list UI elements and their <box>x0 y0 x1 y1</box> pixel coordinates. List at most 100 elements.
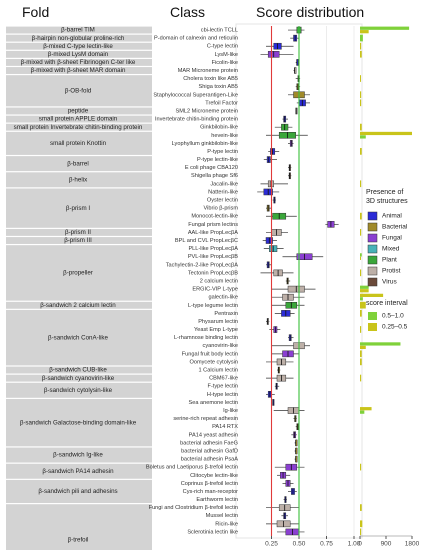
class-label: Shiga toxin AB5 <box>199 84 239 90</box>
score-bar <box>360 528 362 536</box>
class-label: Fungi and Clostridium β-trefoil lectin <box>149 505 238 511</box>
score-bar <box>360 99 362 107</box>
class-label: L-rhamnose binding lectin <box>174 335 238 341</box>
class-label: Invertebrate chitin-binding protein <box>155 117 238 123</box>
score-bar <box>360 131 412 136</box>
class-label: Oomycete cytolysin <box>190 359 239 365</box>
legend-swatch <box>367 244 378 254</box>
class-label: Fungal fruit body lectin <box>182 351 238 357</box>
x-tick-label: 0.50 <box>293 541 306 548</box>
class-label: bacterial adhesin GafD <box>181 448 238 454</box>
class-label: 1 Calcium lectin <box>199 368 238 374</box>
fold-box <box>6 398 152 447</box>
fold-label: β-sandwich CUB-like <box>49 367 107 374</box>
class-label: Monocot-lectin-like <box>191 214 238 220</box>
class-label: Oyster lectin <box>207 198 238 204</box>
class-label: Sea anemone lectin <box>189 400 238 406</box>
class-label: F-type lectin <box>208 384 238 390</box>
fold-label: β-barrel TIM <box>61 27 95 34</box>
class-label: serine-rich repeat adhesin <box>173 416 238 422</box>
fold-label: β-sandwich pili and adhesins <box>38 488 117 495</box>
class-label: Clitocybe lectin-like <box>190 473 238 479</box>
fold-box <box>6 228 152 236</box>
score-bar <box>360 123 362 131</box>
fold-label: β-mixed with β-sheet MAR domain <box>31 67 126 74</box>
fold-label: β-sandwich 2 calcium lectin <box>40 302 116 309</box>
fold-label: β-barrel <box>67 160 88 167</box>
x-tick-label: 0.25 <box>265 541 278 548</box>
legend-swatch <box>367 266 378 276</box>
legend-label: Virus <box>382 279 397 286</box>
score-bar <box>360 358 362 366</box>
fold-label: β-sandwich Ig-like <box>53 452 103 459</box>
class-label: Mussel lectin <box>206 513 238 519</box>
score-bar <box>360 342 401 346</box>
legend-title: score interval <box>366 300 408 307</box>
score-bar <box>360 50 362 58</box>
class-label: Earthworm lectin <box>196 497 238 503</box>
fold-box <box>6 237 152 244</box>
score-bar <box>360 293 384 297</box>
fold-label: β-mixed LysM domain <box>48 51 109 58</box>
score-bar <box>360 34 363 42</box>
fold-box <box>6 34 152 42</box>
class-label: bacterial adhesin PsaA <box>181 457 238 463</box>
legend-label: Mixed <box>382 246 400 253</box>
legend-swatch <box>368 323 377 331</box>
class-label: Cholera toxin like AB5 <box>183 76 238 82</box>
fold-box <box>6 301 152 309</box>
class-label: 2 calcium lectin <box>200 278 238 284</box>
score-bar <box>360 520 363 528</box>
class-label: C-type lectin <box>207 44 238 50</box>
score-bar <box>360 407 372 411</box>
score-bar <box>360 42 362 50</box>
fold-label: small protein APPLE domain <box>39 116 118 123</box>
legend-label: Protist <box>382 268 401 275</box>
class-label: Coprinus β-trefoil lectin <box>181 481 238 487</box>
score-bar <box>360 91 362 99</box>
legend-title: Presence of <box>366 189 403 196</box>
fold-box <box>6 504 152 550</box>
class-label: Vibrio β-prism <box>203 206 238 212</box>
fold-box <box>6 447 152 463</box>
legend-label: Bacterial <box>382 224 408 231</box>
x-tick-label: 0.75 <box>320 541 333 548</box>
fold-box <box>6 131 152 155</box>
fold-label: β-sandwich PA14 adhesin <box>42 468 114 475</box>
class-label: Ricin-like <box>215 521 238 527</box>
fold-box <box>6 479 152 504</box>
legend-title: 3D structures <box>366 198 408 205</box>
score-bar <box>360 180 362 188</box>
score-bar <box>360 75 361 82</box>
class-label: H-type lectin <box>207 392 238 398</box>
legend-swatch <box>367 233 378 243</box>
bar-tick-label: 1800 <box>405 541 420 548</box>
class-label: Tectonin PropLecβB <box>188 270 238 276</box>
fold-box <box>6 156 152 172</box>
fold-box <box>6 172 152 188</box>
fold-box <box>6 26 152 34</box>
class-label: Ginkbilobin-like <box>200 125 238 131</box>
fold-label: β-prism II <box>65 229 91 236</box>
score-bar <box>360 297 363 301</box>
score-bar <box>360 289 369 293</box>
class-label: PLL-like PropLecβA <box>188 246 238 252</box>
x-tick-label: 1.00 <box>348 541 361 548</box>
class-label: cyanovirin-like <box>203 343 238 349</box>
fold-box <box>6 42 152 50</box>
legend-swatch <box>367 222 378 232</box>
class-label: L-type legume lectin <box>188 303 238 309</box>
score-bar <box>360 30 369 34</box>
fold-label: β-trefoil <box>68 537 89 544</box>
class-label: Sclerotinia lectin like <box>187 529 238 535</box>
fold-label: β-prism III <box>64 237 92 244</box>
legend-label: 0.25–0.5 <box>382 324 408 331</box>
fold-box <box>6 50 152 58</box>
class-label: MAR Microneme protein <box>178 68 238 74</box>
score-bar <box>360 301 366 309</box>
score-bar <box>360 148 362 155</box>
class-label: Tachylectin-2-like PropLecβA <box>166 262 239 268</box>
score-bar <box>360 345 366 350</box>
fold-label: β-prism I <box>66 205 90 212</box>
class-label: Boletus and Laetiporus β-trefoil lectin <box>146 465 238 471</box>
